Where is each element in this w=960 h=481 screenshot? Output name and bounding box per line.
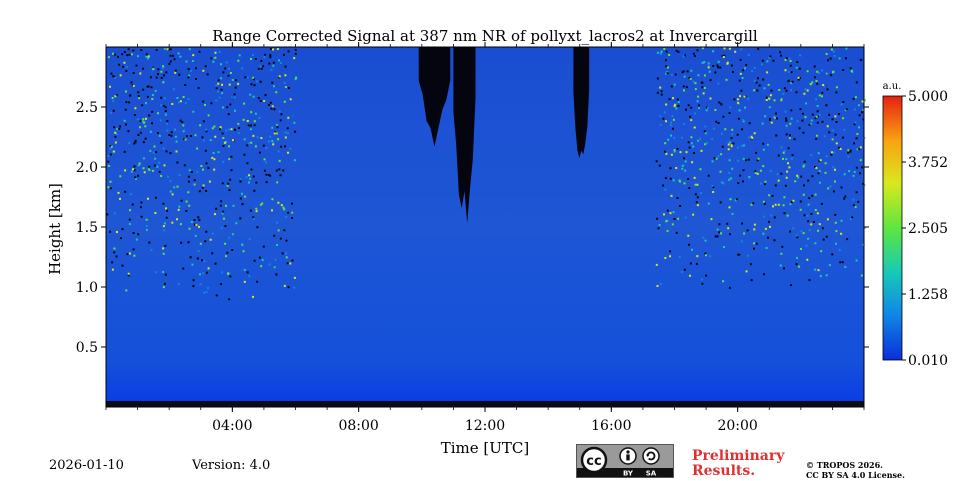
colorbar-ticks: 0.010 1.258 2.505 3.752 5.000 (902, 89, 948, 369)
by-label: BY (623, 470, 634, 478)
version-label: Version: 4.0 (192, 458, 271, 473)
x-tick-label: 04:00 (212, 418, 252, 434)
y-axis-label: Height [km] (46, 183, 64, 275)
ground-band (106, 401, 864, 407)
no-signal-region (453, 47, 476, 224)
colorbar-tick-label: 2.505 (908, 221, 948, 237)
chart-title: Range Corrected Signal at 387 nm NR of p… (212, 27, 758, 45)
preliminary-line-2: Results. (692, 463, 756, 479)
colorbar-tick-label: 5.000 (908, 89, 948, 105)
y-axis-ticks: 0.5 1.0 1.5 2.0 2.5 (76, 100, 869, 356)
plot-background (106, 47, 864, 407)
x-tick-label: 20:00 (717, 418, 757, 434)
x-axis-label: Time [UTC] (441, 439, 530, 457)
no-signal-region (418, 47, 451, 147)
colorbar-tick-label: 3.752 (908, 155, 948, 171)
copyright-notice: © TROPOS 2026. CC BY SA 4.0 License. (806, 460, 905, 480)
cc-license-badge: cc BY SA (576, 444, 674, 478)
copyright-line-1: © TROPOS 2026. (806, 460, 883, 470)
y-tick-label: 0.5 (76, 340, 98, 356)
copyright-line-2: CC BY SA 4.0 License. (806, 470, 905, 480)
colorbar: a.u. 0.010 1.258 2.505 3.752 5.000 (882, 81, 948, 369)
y-tick-label: 2.5 (76, 100, 98, 116)
colorbar-gradient (882, 95, 903, 361)
colorbar-tick-label: 1.258 (908, 287, 948, 303)
x-tick-label: 08:00 (338, 418, 378, 434)
preliminary-line-1: Preliminary (692, 448, 785, 464)
x-tick-label: 12:00 (465, 418, 505, 434)
no-signal-region (573, 47, 590, 159)
y-tick-label: 1.0 (76, 280, 98, 296)
cc-logo-text: cc (586, 454, 601, 469)
cc-badge-graphic: cc BY SA (577, 446, 673, 478)
no-signal-intrusions (418, 47, 590, 224)
y-tick-label: 1.5 (76, 220, 98, 236)
sa-icon (642, 447, 660, 465)
preliminary-notice: Preliminary Results. (692, 449, 784, 479)
x-axis-ticks: 04:00 08:00 12:00 16:00 20:00 (105, 42, 865, 434)
y-tick-label: 2.0 (76, 160, 98, 176)
date-label: 2026-01-10 (49, 458, 124, 473)
plot-area (105, 46, 866, 408)
colorbar-unit: a.u. (883, 81, 902, 92)
x-tick-label: 16:00 (591, 418, 631, 434)
colorbar-tick-label: 0.010 (908, 353, 948, 369)
sa-label: SA (646, 470, 657, 478)
